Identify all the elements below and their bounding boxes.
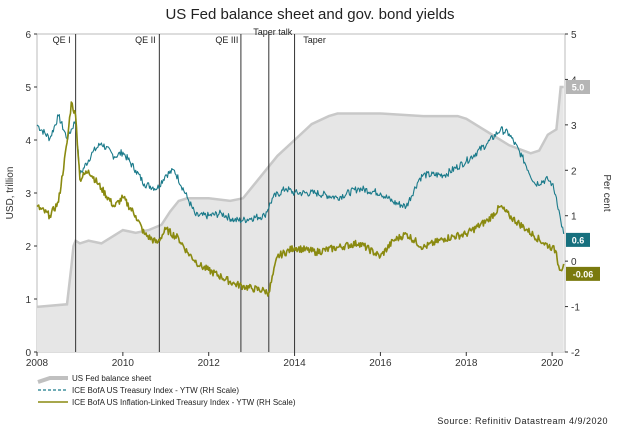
x-tick-4: 2016 bbox=[369, 358, 392, 369]
annotation-label-3: Taper talk bbox=[253, 27, 293, 37]
annotation-label-4: Taper bbox=[303, 35, 326, 45]
svg-text:-0.06: -0.06 bbox=[573, 269, 594, 279]
legend-label-1: ICE BofA US Treasury Index - YTW (RH Sca… bbox=[72, 386, 239, 395]
x-tick-5: 2018 bbox=[455, 358, 478, 369]
x-tick-2: 2012 bbox=[198, 358, 221, 369]
svg-text:5.0: 5.0 bbox=[572, 83, 585, 93]
annotation-label-0: QE I bbox=[53, 35, 71, 45]
y-left-tick-5: 5 bbox=[25, 83, 31, 94]
x-tick-1: 2010 bbox=[112, 358, 135, 369]
legend-label-0: US Fed balance sheet bbox=[72, 374, 152, 383]
legend: US Fed balance sheet ICE BofA US Treasury… bbox=[37, 374, 296, 407]
y-left-tick-4: 4 bbox=[25, 136, 31, 147]
y-right-tick-7: 5 bbox=[571, 30, 577, 41]
y-axis-left-label: USD, trillion bbox=[5, 167, 16, 220]
series-line-fed-balance-sheet bbox=[36, 85, 564, 309]
x-tick-3: 2014 bbox=[283, 358, 306, 369]
end-badge-inflation-linked-ytw: -0.06 bbox=[566, 266, 600, 281]
legend-swatch-0 bbox=[37, 376, 68, 384]
end-badge-fed-balance-sheet: 5.0 bbox=[566, 80, 590, 94]
chart-title: US Fed balance sheet and gov. bond yield… bbox=[165, 6, 454, 23]
svg-text:0.6: 0.6 bbox=[572, 235, 585, 245]
annotation-label-2: QE III bbox=[215, 35, 238, 45]
y-left-tick-2: 2 bbox=[25, 242, 31, 253]
annotation-label-1: QE II bbox=[135, 35, 156, 45]
y-right-tick-1: -1 bbox=[571, 303, 580, 314]
y-left-tick-1: 1 bbox=[25, 295, 31, 306]
y-axis-right-label: Per cent bbox=[601, 174, 612, 211]
plot-area: QE I QE II QE III Taper talk Taper 0 1 2 3 4 5 6 -2 -… bbox=[25, 27, 600, 369]
y-right-tick-0: -2 bbox=[571, 348, 580, 359]
legend-label-2: ICE BofA US Inflation-Linked Treasury In… bbox=[72, 398, 296, 407]
x-tick-0: 2008 bbox=[26, 358, 49, 369]
y-left-tick-3: 3 bbox=[25, 189, 31, 200]
y-left-tick-0: 0 bbox=[25, 348, 31, 359]
end-badge-treasury-ytw: 0.6 bbox=[566, 232, 590, 247]
y-left-tick-6: 6 bbox=[25, 30, 31, 41]
y-right-tick-2: 0 bbox=[571, 257, 577, 268]
y-right-tick-4: 2 bbox=[571, 166, 577, 177]
series-area-fed-balance-sheet bbox=[37, 87, 564, 352]
series-line-treasury-ytw bbox=[36, 114, 565, 234]
x-tick-6: 2020 bbox=[541, 358, 564, 369]
source-note: Source: Refinitiv Datastream 4/9/2020 bbox=[437, 416, 608, 426]
y-right-tick-3: 1 bbox=[571, 212, 577, 223]
y-right-tick-5: 3 bbox=[571, 121, 577, 132]
series-line-inflation-linked-ytw bbox=[36, 101, 565, 297]
